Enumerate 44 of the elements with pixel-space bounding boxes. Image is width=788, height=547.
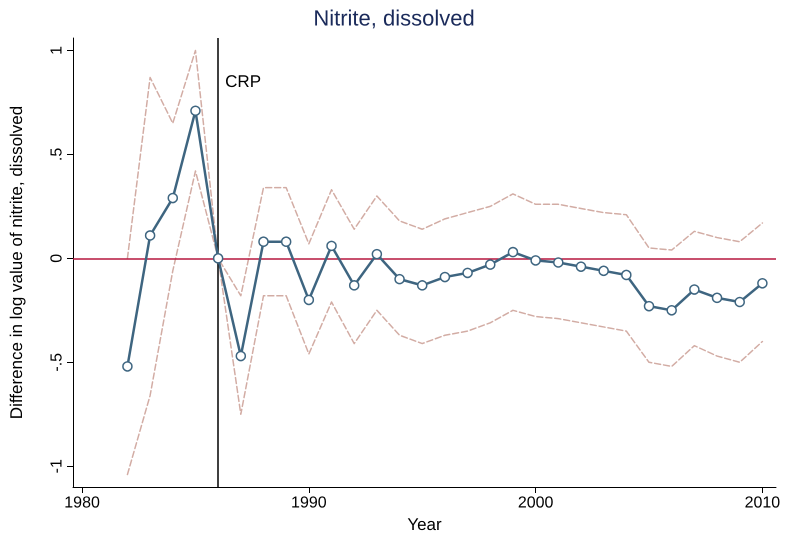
x-tick-label: 1980 <box>64 494 100 512</box>
x-axis-title: Year <box>407 514 442 534</box>
point <box>530 255 541 266</box>
ref-line-label: CRP <box>225 72 262 91</box>
point <box>280 236 292 247</box>
line-series <box>126 50 764 297</box>
point <box>122 361 133 372</box>
point <box>508 246 518 258</box>
point <box>757 278 768 289</box>
y-tick-label: 1 <box>48 46 66 55</box>
y-tick-label: -.5 <box>48 352 66 372</box>
point <box>553 257 564 268</box>
x-tick-label: 1990 <box>291 494 327 512</box>
point <box>348 280 360 291</box>
point <box>212 253 224 264</box>
point <box>734 296 745 308</box>
point <box>168 192 178 204</box>
point <box>304 294 314 306</box>
point <box>644 300 654 312</box>
point <box>258 236 269 247</box>
chart-title: Nitrite, dissolved <box>313 6 475 30</box>
point <box>598 266 609 276</box>
point <box>236 350 246 362</box>
point <box>372 248 382 260</box>
y-axis-title: Difference in log value of nitrite, dissolved <box>7 106 26 420</box>
x-tick-label: 2010 <box>744 494 780 512</box>
point <box>416 280 428 291</box>
point <box>440 272 450 282</box>
point <box>689 284 700 295</box>
y-tick-label: -1 <box>48 459 66 474</box>
point <box>712 292 722 304</box>
point <box>485 259 496 270</box>
point <box>326 240 337 252</box>
y-tick-label: .5 <box>48 148 66 162</box>
point <box>666 305 677 316</box>
point <box>462 268 473 278</box>
line-series <box>126 170 764 476</box>
point <box>144 230 156 241</box>
x-tick-label: 2000 <box>518 494 554 512</box>
point <box>394 274 405 284</box>
point <box>621 270 632 280</box>
point <box>190 106 201 116</box>
point <box>576 261 586 272</box>
y-tick-label: 0 <box>48 254 66 263</box>
